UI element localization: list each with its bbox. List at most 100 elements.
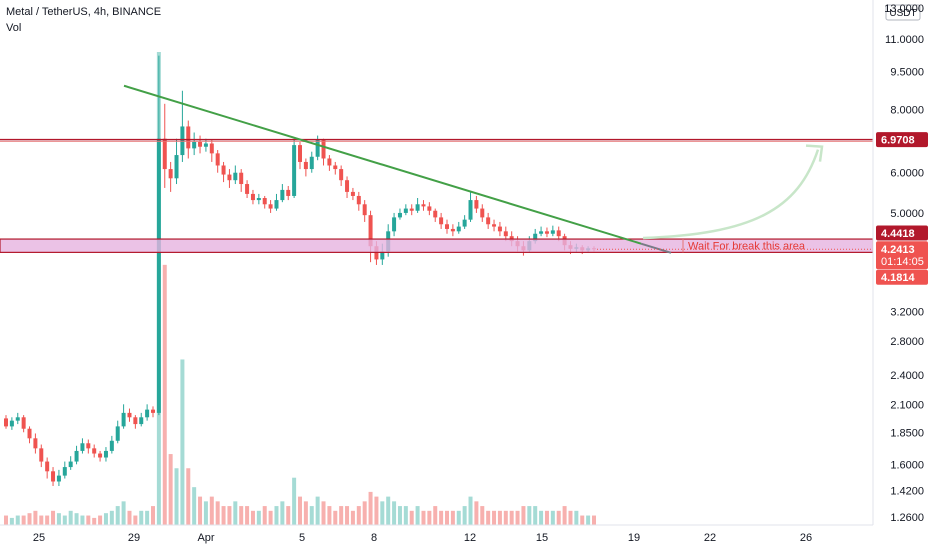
candle-body <box>427 206 432 211</box>
badge-lower-zone: 4.1814 <box>876 269 928 285</box>
candle-body <box>45 461 50 472</box>
volume-bar <box>51 510 56 525</box>
volume-bar <box>274 506 279 525</box>
candle-body <box>239 172 244 185</box>
volume-bar <box>315 496 320 525</box>
volume-bar <box>292 477 297 525</box>
candle-body <box>139 417 144 425</box>
candle-body <box>156 138 161 413</box>
badge-countdown-text: 01:14:05 <box>881 256 924 268</box>
volume-bars <box>4 52 596 525</box>
volume-bar <box>98 515 103 525</box>
volume-bar <box>474 501 479 525</box>
volume-bar <box>145 510 150 525</box>
volume-bar <box>203 501 208 525</box>
volume-bar <box>427 510 432 525</box>
price-tick: 1.2600 <box>890 512 924 524</box>
volume-bar <box>586 515 591 525</box>
candle-body <box>233 172 238 181</box>
candle-body <box>533 233 538 242</box>
candle-body <box>356 195 361 205</box>
volume-bar <box>345 506 350 525</box>
candle-body <box>215 153 220 166</box>
candle-body <box>221 165 226 175</box>
candle-body <box>274 200 279 209</box>
price-tick: 9.5000 <box>890 66 924 78</box>
volume-bar <box>21 515 26 525</box>
volume-bar <box>362 501 367 525</box>
trendline-extension <box>640 242 672 254</box>
volume-bar <box>521 506 526 525</box>
volume-bar <box>303 501 308 525</box>
candle-body <box>298 145 302 162</box>
candle-body <box>115 426 120 441</box>
volume-bar <box>380 501 385 525</box>
candle-body <box>109 440 114 451</box>
volume-bar <box>192 487 197 525</box>
candle-body <box>303 161 308 170</box>
volume-bar <box>456 510 461 525</box>
volume-bar <box>515 510 520 525</box>
time-tick: Apr <box>197 532 214 544</box>
candle-body <box>480 208 485 218</box>
volume-bar <box>174 468 179 525</box>
volume-bar <box>462 506 467 525</box>
volume-bar <box>592 515 596 525</box>
candle-body <box>86 443 91 449</box>
time-tick: 29 <box>128 532 140 544</box>
candle-body <box>9 420 14 427</box>
volume-bar <box>509 510 514 525</box>
candle-body <box>380 251 385 260</box>
candle-body <box>433 210 438 218</box>
candle-body <box>121 412 126 427</box>
volume-bar <box>268 510 273 525</box>
candle-body <box>403 208 408 213</box>
volume-bar <box>356 506 361 525</box>
volume-bar <box>421 510 426 525</box>
time-tick: 15 <box>536 532 548 544</box>
volume-bar <box>256 510 261 525</box>
candle-body <box>315 140 320 157</box>
time-axis-bg[interactable] <box>0 525 932 550</box>
volume-bar <box>415 506 420 525</box>
volume-bar <box>198 496 203 525</box>
volume-bar <box>15 515 20 525</box>
candle-body <box>492 224 497 227</box>
candle-body <box>80 443 85 451</box>
badge-resistance: 6.9708 <box>876 132 928 148</box>
badge-upper-zone-text: 4.4418 <box>881 228 915 240</box>
price-tick: 1.4200 <box>890 486 924 498</box>
volume-bar <box>386 496 391 525</box>
candle-body <box>327 158 332 166</box>
badge-upper-zone: 4.4418 <box>876 225 928 241</box>
trendline <box>123 84 642 245</box>
volume-bar <box>333 510 338 525</box>
candle-body <box>15 417 20 421</box>
price-tick: 3.2000 <box>890 306 924 318</box>
badge-resistance-text: 6.9708 <box>881 135 915 147</box>
volume-bar <box>227 506 232 525</box>
volume-bar <box>556 510 561 525</box>
volume-bar <box>397 506 402 525</box>
price-tick: 1.6000 <box>890 459 924 471</box>
volume-bar <box>409 510 414 525</box>
currency-badge[interactable] <box>885 4 921 21</box>
candle-body <box>198 141 203 147</box>
volume-bar <box>74 513 79 525</box>
volume-bar <box>233 501 238 525</box>
candle-body <box>486 217 491 225</box>
volume-bar <box>4 515 8 525</box>
volume-bar <box>80 515 85 525</box>
badge-lower-zone-text: 4.1814 <box>881 272 916 284</box>
candle-body <box>262 198 267 205</box>
price-ticks: 13.0000 11.0000 9.5000 8.0000 6.0000 5.0000 3.… <box>884 3 924 524</box>
candle-body <box>186 126 191 149</box>
time-tick: 25 <box>33 532 45 544</box>
price-tick: 13.0000 <box>884 3 924 15</box>
candle-body <box>39 448 44 462</box>
candle-body <box>162 138 167 170</box>
candle-body <box>180 126 185 156</box>
candle-body <box>203 143 208 147</box>
candle-body <box>339 169 344 181</box>
